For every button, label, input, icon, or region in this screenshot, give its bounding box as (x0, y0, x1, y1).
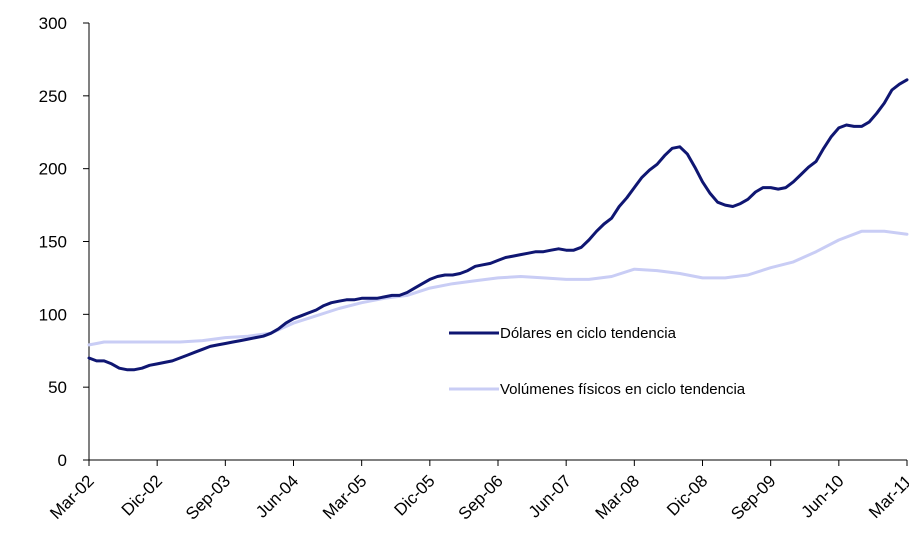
x-tick-label: Mar-08 (592, 471, 644, 523)
legend-item-volumenes: Volúmenes físicos en ciclo tendencia (449, 381, 746, 398)
y-tick-label: 50 (48, 378, 67, 397)
x-tick-label: Jun-04 (252, 471, 302, 521)
axes (88, 23, 907, 461)
x-tick-label: Mar-05 (319, 471, 371, 523)
y-tick-label: 150 (39, 233, 67, 252)
y-tick-label: 300 (39, 14, 67, 33)
x-tick-label: Mar-02 (46, 471, 98, 523)
legend-label-volumenes: Volúmenes físicos en ciclo tendencia (500, 381, 746, 398)
y-tick-label: 0 (58, 451, 67, 470)
y-tick-label: 100 (39, 305, 67, 324)
x-tick-label: Sep-09 (727, 471, 779, 523)
series-line-volumenes (87, 229, 909, 347)
x-tick-label: Jun-07 (525, 471, 575, 521)
x-tick-label: Sep-06 (455, 471, 507, 523)
x-tick-label: Sep-03 (182, 471, 234, 523)
legend-label-dolares: Dólares en ciclo tendencia (500, 325, 677, 342)
y-tick-label: 200 (39, 160, 67, 179)
legend-item-dolares: Dólares en ciclo tendencia (449, 325, 677, 342)
y-tick-label: 250 (39, 87, 67, 106)
x-tick-label: Dic-02 (118, 471, 166, 519)
series-layer (87, 78, 909, 372)
x-tick-label: Mar-11 (865, 471, 909, 522)
legend: Dólares en ciclo tendencia Volúmenes fís… (449, 325, 746, 398)
x-ticks: Mar-02 Dic-02 Sep-03 Jun-04 Mar-05 Dic-05 Sep-… (46, 460, 909, 524)
x-tick-label: Dic-05 (390, 471, 438, 519)
x-tick-label: Dic-08 (663, 471, 711, 519)
x-tick-label: Jun-10 (797, 471, 847, 521)
series-line-dolares (87, 78, 909, 372)
y-ticks: 0 50 100 150 200 250 300 (39, 14, 89, 470)
